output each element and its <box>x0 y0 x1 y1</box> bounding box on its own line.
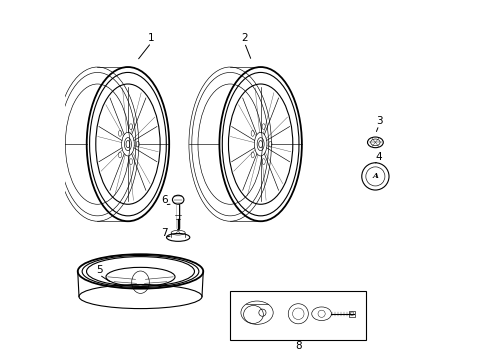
Text: A: A <box>372 172 378 180</box>
Text: 2: 2 <box>241 33 247 43</box>
Text: 6: 6 <box>161 195 167 206</box>
Bar <box>348 311 354 317</box>
Text: 4: 4 <box>375 152 382 162</box>
Text: 1: 1 <box>148 33 154 43</box>
Text: 8: 8 <box>294 341 301 351</box>
Bar <box>230 291 366 339</box>
Text: 7: 7 <box>161 228 167 238</box>
Text: 3: 3 <box>375 116 382 126</box>
Text: 5: 5 <box>96 265 102 275</box>
